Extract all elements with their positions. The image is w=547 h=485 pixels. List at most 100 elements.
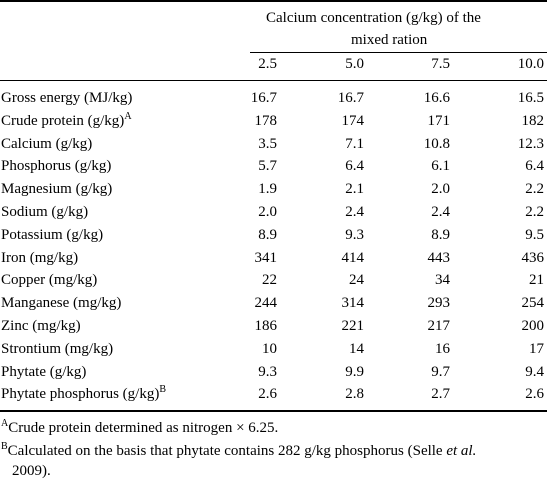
row-label-text: Phytate (g/kg): [1, 363, 87, 380]
column-group-header-line1: Calcium concentration (g/kg) of the: [266, 10, 481, 26]
table-cell: 16.7: [337, 90, 364, 106]
row-label: Phytate phosphorus (g/kg)B: [1, 385, 166, 403]
table-cell: 186: [254, 318, 278, 334]
row-label: Phytate (g/kg): [1, 363, 86, 381]
table-cell: 293: [427, 295, 451, 312]
table-cell: 9.7: [431, 363, 450, 380]
table-cell: 7.1: [345, 135, 364, 152]
row-label-text: Gross energy (MJ/kg): [1, 90, 133, 106]
row-label: Sodium (g/kg): [1, 203, 88, 221]
row-label: Potassium (g/kg): [1, 226, 103, 244]
table-cell: 200: [521, 318, 545, 334]
row-label-text: Crude protein (g/kg): [1, 112, 125, 129]
table-cell: 9.9: [345, 363, 364, 380]
column-header: 2.5: [258, 56, 277, 72]
row-label: Manganese (mg/kg): [1, 294, 121, 312]
table-cell: 178: [254, 112, 278, 129]
column-header: 7.5: [431, 56, 450, 72]
table-cell: 16.6: [423, 90, 450, 106]
table-cell: 171: [427, 112, 451, 129]
row-label-text: Sodium (g/kg): [1, 204, 89, 220]
footnote-b: BCalculated on the basis that phytate co…: [1, 441, 545, 481]
table-cell: 2.6: [258, 386, 277, 403]
table-cell: 8.9: [258, 226, 277, 243]
table-cell: 314: [341, 295, 365, 312]
column-header: 10.0: [517, 56, 544, 72]
row-label: Magnesium (g/kg): [1, 180, 112, 198]
table-bottom-rule: [0, 410, 547, 412]
row-label: Strontium (mg/kg): [1, 340, 113, 358]
column-group-header-line2: mixed ration: [351, 32, 428, 48]
table-cell: 2.2: [525, 204, 544, 220]
table-cell: 182: [521, 112, 545, 129]
row-label: Crude protein (g/kg)A: [1, 110, 132, 130]
table-cell: 9.3: [345, 226, 364, 243]
table-top-rule: [0, 0, 547, 2]
table-cell: 244: [254, 295, 278, 312]
table-cell: 436: [521, 249, 545, 266]
table-cell: 14: [349, 340, 364, 357]
row-label-text: Phytate phosphorus (g/kg): [1, 386, 160, 403]
table-cell: 2.1: [345, 181, 364, 198]
row-label: Phosphorus (g/kg): [1, 157, 111, 175]
table-cell: 1.9: [258, 181, 277, 198]
table-cell: 2.0: [431, 181, 450, 198]
row-label-text: Strontium (mg/kg): [1, 340, 114, 357]
table-cell: 2.2: [525, 181, 544, 198]
footnote-b-italic: et al.: [446, 443, 477, 459]
table-cell: 22: [262, 272, 277, 289]
table-cell: 2.0: [258, 204, 277, 220]
table-cell: 16: [435, 340, 450, 357]
table-cell: 9.3: [258, 363, 277, 380]
row-label-text: Copper (mg/kg): [1, 272, 98, 289]
table-cell: 221: [341, 318, 365, 334]
table-cell: 9.5: [525, 226, 544, 243]
footnote-a: ACrude protein determined as nitrogen × …: [1, 418, 545, 438]
table-cell: 6.1: [431, 158, 450, 175]
table-cell: 443: [427, 249, 451, 266]
table-cell: 2.7: [431, 386, 450, 403]
table-header-rule: [0, 80, 547, 81]
footnote-b-marker: B: [1, 441, 8, 452]
table-cell: 2.6: [525, 386, 544, 403]
row-label: Iron (mg/kg): [1, 249, 78, 267]
row-label-text: Potassium (g/kg): [1, 226, 104, 243]
footnote-a-marker: A: [1, 418, 9, 429]
table-cell: 9.4: [525, 363, 544, 380]
table-cell: 16.5: [517, 90, 544, 106]
row-label: Calcium (g/kg): [1, 135, 92, 153]
table-cell: 3.5: [258, 135, 277, 152]
row-label-text: Iron (mg/kg): [1, 249, 79, 266]
table-cell: 174: [341, 112, 365, 129]
footnote-b-text-cont: 2009).: [12, 463, 51, 479]
footnote-a-text: Crude protein determined as nitrogen × 6…: [8, 420, 279, 436]
table-cell: 5.7: [258, 158, 277, 175]
table-cell: 6.4: [525, 158, 544, 175]
table-cell: 217: [427, 318, 451, 334]
table-cell: 17: [529, 340, 544, 357]
column-header: 5.0: [345, 56, 364, 72]
table-cell: 254: [521, 295, 545, 312]
row-label-text: Magnesium (g/kg): [1, 181, 113, 198]
table-cell: 16.7: [250, 90, 277, 106]
row-label-text: Manganese (mg/kg): [1, 295, 122, 312]
row-label-text: Zinc (mg/kg): [1, 318, 81, 334]
table-cell: 2.8: [345, 386, 364, 403]
table-cell: 10.8: [423, 135, 450, 152]
table-cell: 24: [349, 272, 364, 289]
row-label: Copper (mg/kg): [1, 271, 97, 289]
row-label-text: Calcium (g/kg): [1, 135, 93, 152]
row-label-footnote-marker: A: [124, 110, 132, 122]
table-cell: 21: [529, 272, 544, 289]
column-group-underline: [250, 52, 547, 53]
row-label: Gross energy (MJ/kg): [1, 89, 132, 107]
table-cell: 2.4: [431, 204, 450, 220]
row-label-text: Phosphorus (g/kg): [1, 158, 112, 175]
row-label-footnote-marker: B: [159, 384, 166, 396]
table-cell: 10: [262, 340, 277, 357]
table-cell: 341: [254, 249, 278, 266]
table-cell: 2.4: [345, 204, 364, 220]
footnote-b-text: Calculated on the basis that phytate con…: [7, 443, 447, 459]
row-label: Zinc (mg/kg): [1, 317, 81, 335]
table-cell: 8.9: [431, 226, 450, 243]
